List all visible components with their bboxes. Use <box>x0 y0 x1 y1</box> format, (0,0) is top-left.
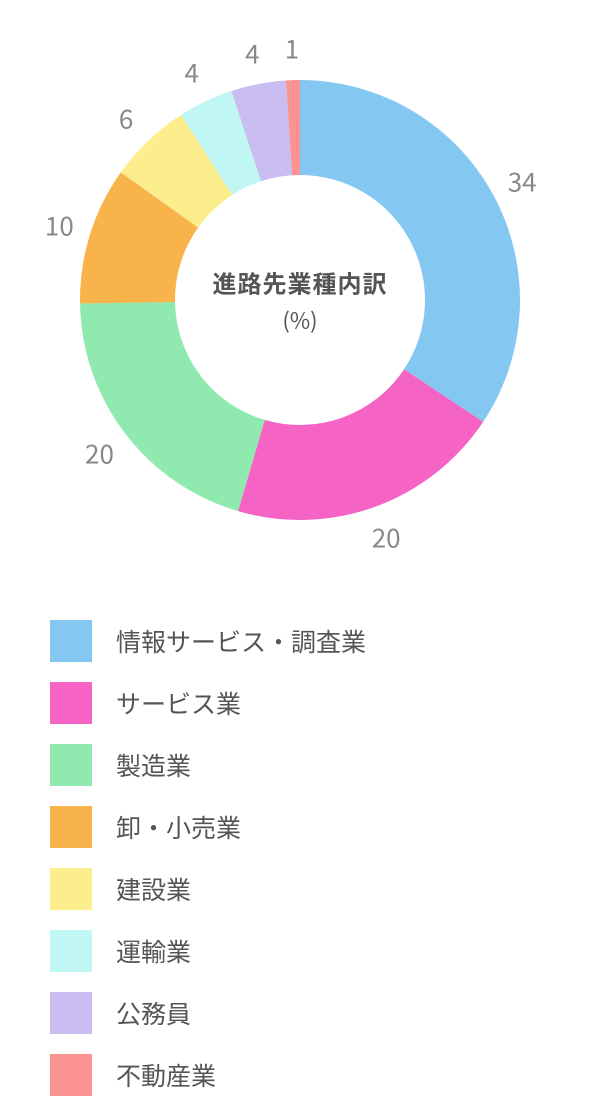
legend-label: 不動産業 <box>116 1057 216 1093</box>
legend-swatch <box>50 868 92 910</box>
donut-slice <box>300 80 520 422</box>
legend-swatch <box>50 1054 92 1096</box>
legend-item: 製造業 <box>50 744 550 786</box>
legend-label: 建設業 <box>116 871 191 907</box>
legend-item: 運輸業 <box>50 930 550 972</box>
slice-value-label: 20 <box>372 518 401 555</box>
slice-value-label: 20 <box>85 434 114 471</box>
legend-item: 建設業 <box>50 868 550 910</box>
legend-label: 公務員 <box>116 995 191 1031</box>
legend-item: サービス業 <box>50 682 550 724</box>
legend-label: 卸・小売業 <box>116 809 241 845</box>
legend-swatch <box>50 992 92 1034</box>
legend-label: 情報サービス・調査業 <box>116 623 366 659</box>
legend-swatch <box>50 620 92 662</box>
legend: 情報サービス・調査業サービス業製造業卸・小売業建設業運輸業公務員不動産業 <box>0 600 600 1096</box>
legend-swatch <box>50 930 92 972</box>
chart-center-label: 進路先業種内訳 (%) <box>213 265 388 336</box>
legend-label: 運輸業 <box>116 933 191 969</box>
legend-item: 公務員 <box>50 992 550 1034</box>
chart-center-title: 進路先業種内訳 <box>213 265 388 300</box>
slice-value-label: 6 <box>119 99 133 136</box>
slice-value-label: 10 <box>45 207 74 244</box>
legend-swatch <box>50 806 92 848</box>
slice-value-label: 4 <box>184 54 198 91</box>
slice-value-label: 34 <box>508 162 537 199</box>
legend-label: 製造業 <box>116 747 191 783</box>
legend-item: 卸・小売業 <box>50 806 550 848</box>
legend-swatch <box>50 682 92 724</box>
legend-item: 情報サービス・調査業 <box>50 620 550 662</box>
donut-chart: 進路先業種内訳 (%) 342020106441 <box>0 0 600 600</box>
legend-item: 不動産業 <box>50 1054 550 1096</box>
legend-label: サービス業 <box>116 685 241 721</box>
chart-center-unit: (%) <box>213 304 388 336</box>
slice-value-label: 1 <box>285 30 299 67</box>
legend-swatch <box>50 744 92 786</box>
slice-value-label: 4 <box>245 34 259 71</box>
